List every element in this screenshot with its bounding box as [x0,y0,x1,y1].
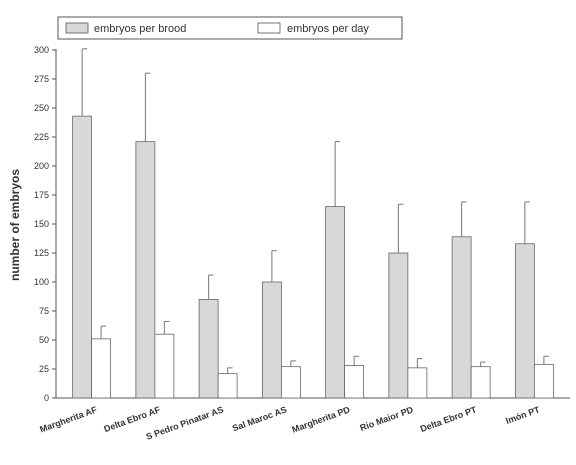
x-tick-label: Delta Ebro PT [419,404,478,434]
y-tick-label: 25 [39,364,49,374]
bar-embryos-per-day [217,373,238,399]
bar-embryos-per-brood [451,236,472,399]
x-tick-label: Margherita PD [291,404,352,434]
bar-embryos-per-brood [261,281,282,399]
legend-label-brood: embryos per brood [94,23,186,35]
x-tick-label: Sal Maroc AS [231,404,288,433]
bar-embryos-per-day [470,366,491,399]
bar-embryos-per-brood [514,243,535,399]
y-axis-title: number of embryos [8,169,22,281]
bar-embryos-per-brood [198,298,219,399]
bar-embryos-per-brood [325,206,346,399]
x-tick-label: Margherita AF [38,404,98,434]
legend: embryos per brood embryos per day [57,16,403,40]
bar-embryos-per-day [344,365,365,399]
bar-embryos-per-day [280,366,301,399]
y-tick-label: 275 [34,74,49,84]
plot-area: 0 25 50 75 100 125 150 175 200 225 250 275 300 Marghe… [34,45,570,442]
y-tick-label: 0 [44,393,49,403]
legend-swatch-day [257,22,281,34]
bar-embryos-per-day [154,333,175,399]
y-tick-label: 150 [34,219,49,229]
y-tick-label: 225 [34,132,49,142]
legend-box [57,16,403,40]
y-tick-label: 250 [34,103,49,113]
bar-embryos-per-day [91,338,112,399]
y-tick-label: 200 [34,161,49,171]
y-tick-label: 175 [34,190,49,200]
legend-swatch-brood [65,22,89,34]
bar-embryos-per-brood [72,115,93,399]
bar-embryos-per-brood [135,141,156,399]
y-tick-label: 50 [39,335,49,345]
bar-embryos-per-brood [388,252,409,399]
y-tick-label: 300 [34,45,49,55]
legend-label-day: embryos per day [287,23,369,35]
y-tick-label: 100 [34,277,49,287]
y-tick-label: 75 [39,306,49,316]
y-tick-label: 125 [34,248,49,258]
bar-embryos-per-day [533,363,554,399]
x-tick-label: Rio Maior PD [359,404,416,433]
x-tick-label: Imón PT [504,404,541,426]
bar-embryos-per-day [407,367,428,399]
